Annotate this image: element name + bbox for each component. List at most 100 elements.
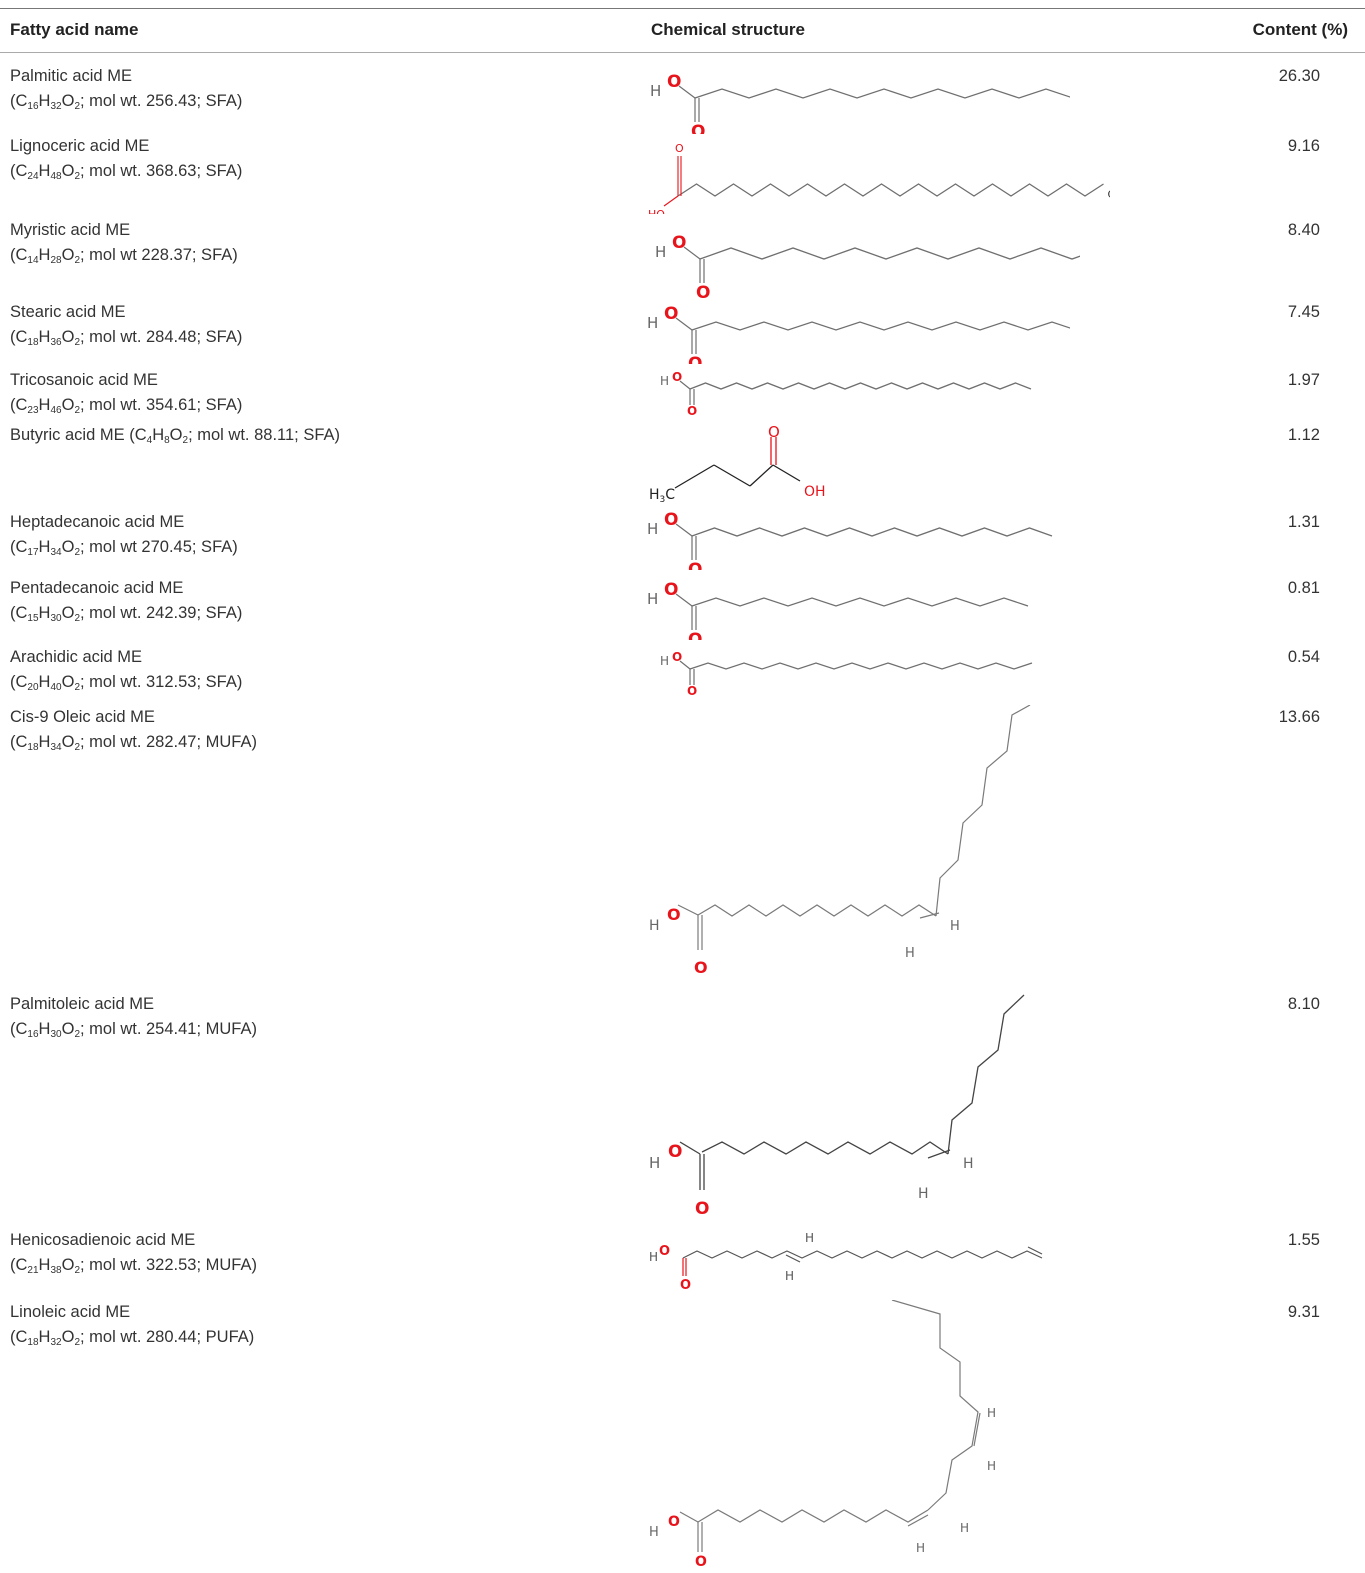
bond: [679, 1141, 701, 1155]
atom-h: H: [649, 1154, 660, 1172]
atom-h: H: [960, 1521, 969, 1535]
bond: [701, 1141, 949, 1155]
atom-o: O: [688, 560, 702, 570]
bond: [699, 247, 1104, 260]
atom-h: H: [987, 1406, 996, 1420]
bond: [677, 904, 699, 916]
bond: [682, 1250, 1043, 1259]
bond: [1027, 1246, 1043, 1255]
atom-o: O: [672, 233, 686, 253]
atom-h: H: [649, 1250, 658, 1264]
bond: [694, 88, 1101, 99]
content-value: 26.30: [1278, 67, 1320, 85]
atom-h: H: [650, 82, 661, 100]
content-value: 1.31: [1287, 513, 1320, 531]
content-value: 8.10: [1287, 995, 1320, 1013]
atom-h: H: [805, 1231, 814, 1245]
atom-h: H: [918, 1186, 929, 1202]
atom-o: O: [691, 122, 705, 134]
atom-o: O: [675, 142, 684, 155]
fatty-acid-name: Palmitic acid ME (C16H32O2; mol wt. 256.4…: [10, 67, 243, 112]
atom-h: H: [916, 1541, 925, 1555]
bond: [689, 662, 1033, 670]
content-value: 1.55: [1287, 1231, 1320, 1249]
bond: [907, 1514, 929, 1527]
bond: [935, 704, 1031, 917]
atom-o: O: [694, 958, 708, 977]
atom-h: H: [647, 314, 658, 332]
atom-o: O: [672, 650, 682, 664]
atom-h: H: [660, 654, 669, 668]
fatty-acid-name: Cis-9 Oleic acid ME (C18H34O2; mol wt. 28…: [10, 708, 257, 753]
content-value: 13.66: [1278, 708, 1320, 726]
atom-o: O: [768, 423, 780, 441]
fatty-acid-name: Butyric acid ME (C4H8O2; mol wt. 88.11; …: [10, 426, 340, 446]
fatty-acid-name: Myristic acid ME (C14H28O2; mol wt 228.37…: [10, 221, 238, 266]
atom-h: H: [905, 946, 915, 961]
content-value: 9.31: [1287, 1303, 1320, 1321]
fatty-acid-name: Henicosadienoic acid ME (C21H38O2; mol wt…: [10, 1231, 257, 1276]
bond: [679, 1511, 699, 1523]
atom-o: O: [668, 1514, 680, 1530]
atom-o: O: [695, 1554, 707, 1568]
atom-h: H: [649, 918, 660, 934]
atom-h: H: [987, 1459, 996, 1473]
atom-o: O: [687, 684, 697, 698]
table-top-rule: [0, 8, 1365, 9]
bond: [677, 183, 1104, 197]
fatty-acid-name: Heptadecanoic acid ME (C17H34O2; mol wt 2…: [10, 513, 238, 558]
atom-o: O: [664, 510, 678, 530]
bond: [891, 1299, 979, 1511]
chemical-structure: O OH H3C: [640, 423, 900, 513]
bond: [663, 195, 679, 207]
bond: [927, 1149, 951, 1159]
bond: [713, 464, 751, 487]
atom-o: O: [688, 630, 702, 640]
palmitoleic-chain: [701, 994, 1025, 1155]
fatty-acid-name: Lignoceric acid ME (C24H48O2; mol wt. 368…: [10, 137, 243, 182]
atom-o: O: [667, 72, 681, 92]
header-fatty-acid-name: Fatty acid name: [10, 20, 139, 39]
butyric-bonds: [674, 464, 801, 489]
atom-o: O: [664, 580, 678, 600]
atom-h: H: [963, 1156, 974, 1172]
atom-o: O: [659, 1244, 670, 1259]
henicosadienoic-chain: [682, 1250, 1043, 1259]
fatty-acid-name: Palmitoleic acid ME (C16H30O2; mol wt. 25…: [10, 995, 257, 1040]
atom-o: O: [687, 404, 697, 418]
atom-ho: HO: [648, 208, 665, 214]
atom-h: H: [655, 243, 666, 261]
fatty-acid-name: Stearic acid ME (C18H36O2; mol wt. 284.48…: [10, 303, 243, 348]
bond: [683, 246, 701, 260]
bond: [678, 85, 696, 99]
atom-o: O: [664, 304, 678, 324]
chemical-structure: O HO CH3: [640, 134, 1129, 221]
chemical-structure: H O O H H: [640, 1228, 1070, 1303]
header-chemical-structure: Chemical structure: [651, 20, 805, 39]
bond: [785, 1254, 801, 1263]
atom-o: O: [688, 354, 702, 364]
table-header-rule: [0, 52, 1365, 53]
fatty-acid-name: Arachidic acid ME (C20H40O2; mol wt. 312.…: [10, 648, 243, 693]
bond: [679, 380, 691, 390]
bond: [674, 464, 715, 489]
bond: [697, 904, 937, 917]
chemical-structure: H O O H H: [640, 992, 1080, 1227]
bond: [973, 1412, 981, 1447]
header-content: Content (%): [1252, 20, 1348, 39]
oleic-chain: [697, 704, 1031, 917]
content-value: 9.16: [1287, 137, 1320, 155]
content-value: 1.12: [1287, 426, 1320, 444]
fatty-acid-name: Tricosanoic acid ME (C23H46O2; mol wt. 35…: [10, 371, 243, 416]
fatty-acid-name: Linoleic acid ME (C18H32O2; mol wt. 280.4…: [10, 1303, 255, 1348]
bond: [689, 382, 1032, 390]
bond: [697, 1509, 929, 1523]
atom-o: O: [696, 283, 710, 298]
fatty-acid-name: Pentadecanoic acid ME (C15H30O2; mol wt. …: [10, 579, 243, 624]
atom-h3c: H3C: [649, 487, 675, 505]
